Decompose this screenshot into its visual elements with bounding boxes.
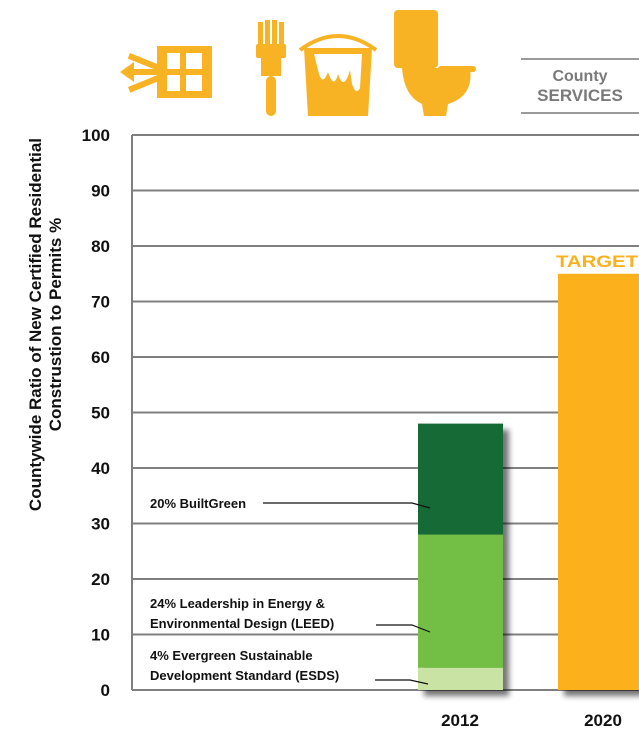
y-tick-30: 30 bbox=[91, 515, 110, 534]
bars bbox=[418, 273, 639, 690]
y-tick-100: 100 bbox=[82, 126, 110, 145]
county-services-logo: County SERVICES bbox=[521, 58, 639, 114]
y-tick-90: 90 bbox=[91, 182, 110, 201]
leader-line-leed bbox=[376, 624, 431, 633]
y-tick-10: 10 bbox=[91, 626, 110, 645]
bar-2020-target bbox=[558, 273, 639, 690]
y-tick-40: 40 bbox=[91, 459, 110, 478]
y-tick-0: 0 bbox=[101, 681, 110, 700]
paint-bucket-icon bbox=[298, 34, 378, 116]
leader-line-builtgreen bbox=[263, 502, 431, 509]
toilet-icon bbox=[394, 10, 476, 116]
y-tick-50: 50 bbox=[91, 404, 110, 423]
brand-line-2: SERVICES bbox=[537, 86, 623, 105]
y-tick-60: 60 bbox=[91, 348, 110, 367]
leader-line-esds bbox=[375, 679, 429, 685]
bar-2012-esds bbox=[418, 667, 503, 690]
paintbrush-icon bbox=[256, 20, 286, 116]
window-sunburst-icon bbox=[120, 46, 212, 98]
y-axis-label: Countywide Ratio of New Certified Reside… bbox=[6, 0, 86, 690]
bar-group-2012 bbox=[418, 423, 503, 690]
brand-line-1: County bbox=[552, 68, 608, 85]
series-label-esds-line-1: 4% Evergreen Sustainable bbox=[150, 648, 313, 663]
series-label-esds-line-2: Development Standard (ESDS) bbox=[150, 668, 339, 683]
bar-2012-leed bbox=[418, 534, 503, 668]
target-label: TARGET bbox=[556, 252, 639, 271]
series-label-builtgreen-line-1: 20% BuiltGreen bbox=[150, 496, 246, 511]
x-tick-2020: 2020 bbox=[584, 711, 622, 730]
y-axis-ticks: 0 10 20 30 40 50 60 70 80 90 100 bbox=[82, 126, 110, 700]
x-axis-ticks: 2012 2020 bbox=[441, 711, 622, 730]
bar-group-2020 bbox=[558, 273, 639, 690]
series-label-leed-line-1: 24% Leadership in Energy & bbox=[150, 596, 325, 611]
bar-2012-builtgreen bbox=[418, 423, 503, 535]
y-axis-label-line-1: Countywide Ratio of New Certified Reside… bbox=[26, 137, 45, 512]
series-labels: 4% Evergreen Sustainable Development Stan… bbox=[150, 252, 639, 685]
y-axis-label-line-2: Construstion to Permits % bbox=[46, 217, 65, 432]
x-tick-2012: 2012 bbox=[441, 711, 479, 730]
y-tick-80: 80 bbox=[91, 237, 110, 256]
y-tick-70: 70 bbox=[91, 293, 110, 312]
gridlines bbox=[131, 134, 639, 691]
series-label-leed-line-2: Environmental Design (LEED) bbox=[150, 616, 334, 631]
y-tick-20: 20 bbox=[91, 570, 110, 589]
